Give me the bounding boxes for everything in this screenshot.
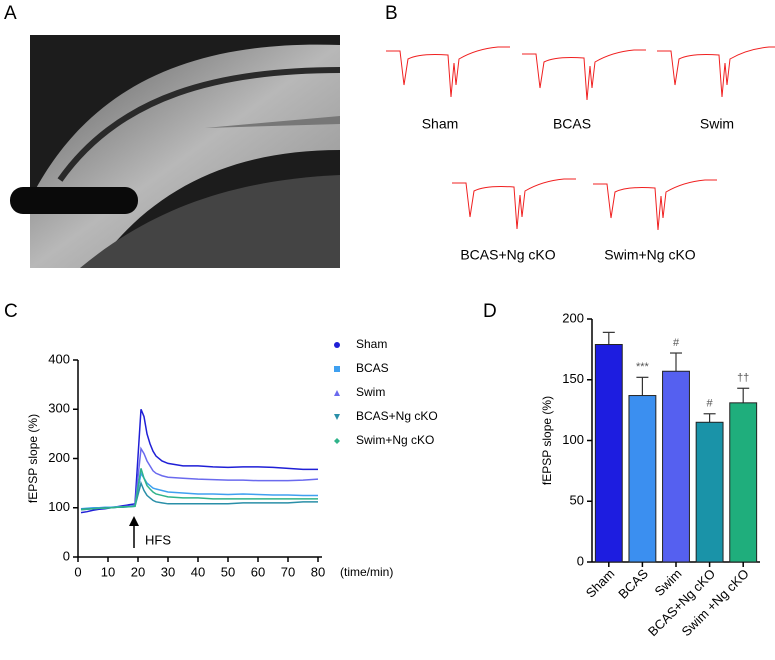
legend-label: Swim (356, 385, 385, 399)
panel-label: C (4, 301, 18, 322)
y-tick-label: 200 (48, 450, 70, 465)
x-tick-label: 60 (251, 564, 265, 579)
y-tick-label: 200 (562, 310, 584, 325)
x-tick-label: Sham (583, 566, 618, 601)
legend-label: BCAS+Ng cKO (356, 409, 438, 423)
legend-marker (334, 366, 340, 372)
series-line (80, 446, 319, 511)
x-tick-label: 0 (74, 564, 81, 579)
annotation: HFS (145, 532, 171, 547)
legend-marker (334, 390, 340, 396)
x-tick-label: 20 (131, 564, 145, 579)
panel-label: A (4, 3, 17, 24)
y-tick-label: 100 (48, 499, 70, 514)
x-tick-label: 40 (191, 564, 205, 579)
x-tick-label: 30 (161, 564, 175, 579)
y-tick-label: 150 (562, 371, 584, 386)
bar (628, 395, 657, 563)
y-tick-label: 400 (48, 351, 70, 366)
y-axis-label: fEPSP slope (%) (26, 414, 40, 503)
traces (385, 46, 775, 231)
significance: # (707, 398, 714, 410)
x-tick-label: 80 (311, 564, 325, 579)
panel-label: D (483, 301, 497, 322)
legend-label: Sham (356, 337, 387, 351)
series-line (80, 480, 318, 510)
y-tick-label: 300 (48, 401, 70, 416)
trace-label: BCAS+Ng cKO (460, 247, 555, 263)
bar (594, 344, 623, 563)
trace-label: Swim (700, 116, 734, 132)
series-line (80, 408, 318, 514)
hfs-arrow (129, 516, 139, 548)
legend-label: Swim+Ng cKO (356, 433, 434, 447)
trace-label: Swim+Ng cKO (604, 247, 696, 263)
legend-marker (334, 438, 340, 444)
y-tick-label: 0 (63, 548, 70, 563)
panel-label: B (385, 3, 398, 24)
y-tick-label: 0 (577, 553, 584, 568)
significance: †† (737, 372, 749, 384)
bar (729, 402, 758, 563)
series-line (80, 468, 318, 511)
trace-label: Sham (422, 116, 459, 132)
x-tick-label: 10 (101, 564, 115, 579)
significance: # (673, 337, 680, 349)
significance: *** (636, 361, 650, 373)
micrograph (10, 35, 341, 268)
y-tick-label: 50 (570, 493, 584, 508)
legend-marker (334, 342, 340, 348)
trace-label: BCAS (553, 116, 591, 132)
x-tick-label: 50 (221, 564, 235, 579)
bar (695, 421, 724, 563)
x-tick-label: 70 (281, 564, 295, 579)
x-axis-label: (time/min) (340, 565, 393, 579)
bar (662, 370, 690, 563)
legend-marker (334, 414, 340, 420)
legend-label: BCAS (356, 361, 389, 375)
y-tick-label: 100 (562, 432, 584, 447)
x-tick-label: BCAS (615, 566, 651, 602)
y-axis-label: fEPSP slope (%) (540, 396, 554, 485)
